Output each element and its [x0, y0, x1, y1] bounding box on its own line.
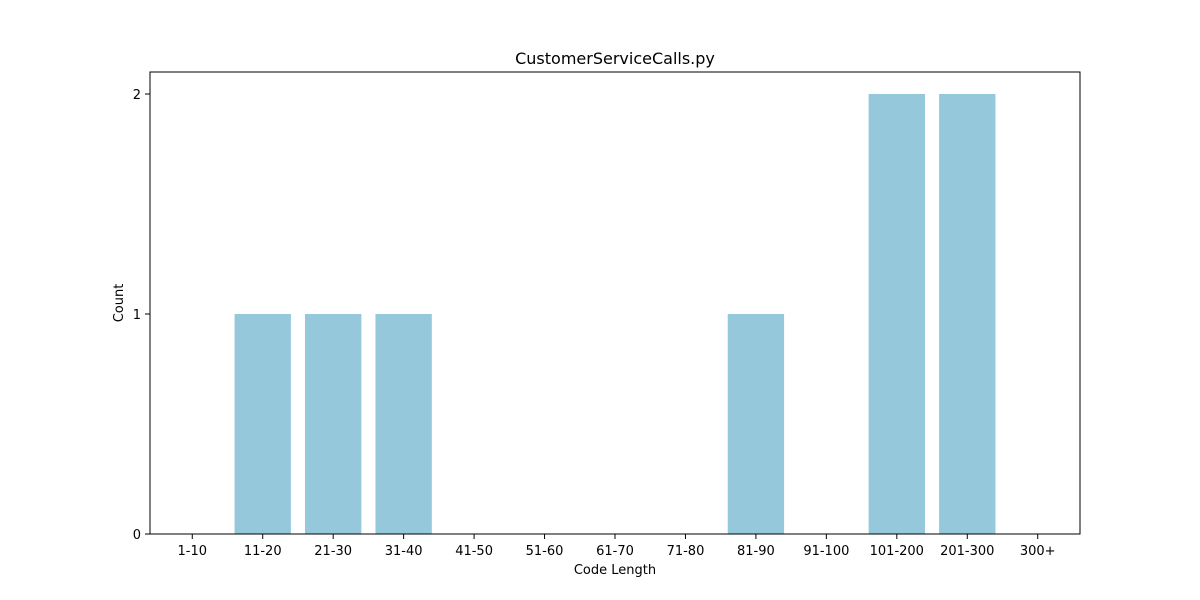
- x-tick-label: 11-20: [244, 544, 282, 559]
- bar-11-20: [234, 314, 291, 534]
- x-tick-label: 61-70: [596, 544, 634, 559]
- x-tick-label: 51-60: [526, 544, 564, 559]
- chart-title: CustomerServiceCalls.py: [515, 49, 715, 68]
- x-axis-label: Code Length: [574, 563, 656, 578]
- bar-group: [234, 94, 996, 534]
- x-tick-label: 91-100: [803, 544, 849, 559]
- bar-21-30: [305, 314, 362, 534]
- x-tick-label: 41-50: [455, 544, 493, 559]
- x-axis-ticks: 1-10 11-20 21-30 31-40 41-50 51-60 61-70 71-80 8…: [178, 534, 1056, 559]
- x-tick-label: 201-300: [940, 544, 994, 559]
- bar-31-40: [375, 314, 432, 534]
- y-tick-label: 1: [133, 308, 141, 323]
- x-tick-label: 21-30: [314, 544, 352, 559]
- bar-101-200: [868, 94, 925, 534]
- y-axis-ticks: 0 1 2: [133, 88, 150, 543]
- y-tick-label: 2: [133, 88, 141, 103]
- x-tick-label: 71-80: [667, 544, 705, 559]
- bar-201-300: [939, 94, 996, 534]
- x-tick-label: 1-10: [178, 544, 208, 559]
- x-tick-label: 31-40: [385, 544, 423, 559]
- y-axis-label: Count: [112, 284, 127, 323]
- y-tick-label: 0: [133, 528, 141, 543]
- x-tick-label: 101-200: [870, 544, 924, 559]
- bar-81-90: [727, 314, 785, 534]
- x-tick-label: 300+: [1020, 544, 1056, 559]
- x-tick-label: 81-90: [737, 544, 775, 559]
